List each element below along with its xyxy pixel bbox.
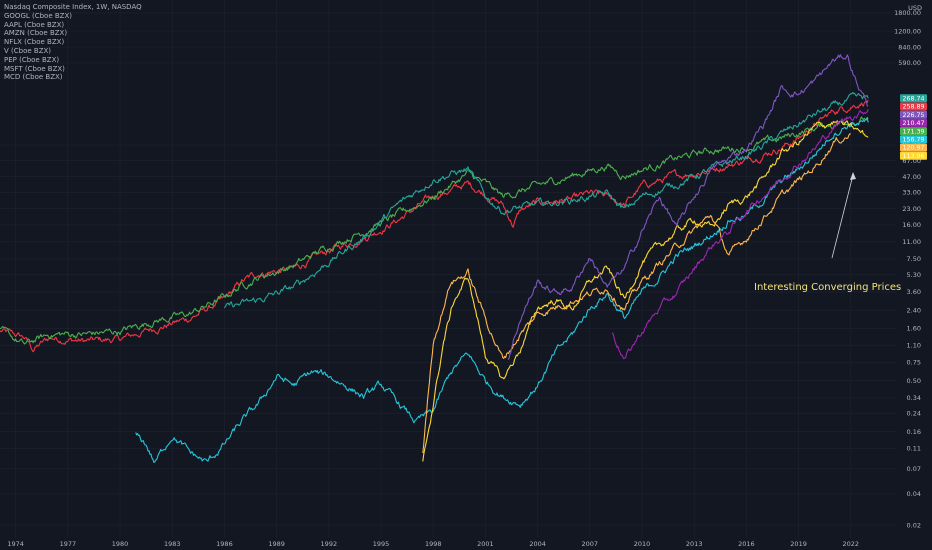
- y-tick-label: 47.00: [902, 173, 921, 181]
- legend-item: MCD (Cboe BZX): [4, 73, 63, 82]
- y-tick-label: 3.60: [907, 288, 921, 296]
- price-tag-bg: [900, 94, 927, 103]
- series-line: [0, 99, 869, 353]
- y-tick-label: 23.00: [902, 205, 921, 213]
- price-tag-bg: [900, 102, 927, 111]
- x-tick-label: 2013: [686, 540, 703, 548]
- price-tag-bg: [900, 151, 927, 160]
- chart-legend: Nasdaq Composite Index, 1W, NASDAQ GOOGL…: [4, 3, 142, 82]
- y-tick-label: 0.24: [907, 410, 921, 418]
- arrow-head: [850, 172, 856, 180]
- y-tick-label: 11.00: [902, 238, 921, 246]
- x-tick-label: 1983: [164, 540, 181, 548]
- legend-item: NFLX (Cboe BZX): [4, 38, 65, 47]
- legend-item: PEP (Cboe BZX): [4, 55, 60, 64]
- x-tick-label: 1992: [321, 540, 338, 548]
- y-tick-label: 7.50: [907, 255, 921, 263]
- x-tick-label: 1995: [373, 540, 390, 548]
- x-tick-label: 1977: [60, 540, 77, 548]
- annotation-arrow: [831, 172, 856, 259]
- price-tag-text: 113.06: [902, 153, 924, 160]
- series-line: [422, 120, 869, 462]
- x-tick-label: 2010: [634, 540, 651, 548]
- legend-item: MSFT (Cboe BZX): [4, 64, 65, 73]
- x-tick-label: 2016: [738, 540, 755, 548]
- y-tick-label: 0.16: [907, 428, 921, 436]
- x-axis-labels: 1974 1977 1980 1983 1986 1989 1992 1995 1998 2001…: [7, 540, 859, 548]
- series-line: [0, 116, 869, 345]
- price-tag-text: 210.47: [902, 120, 924, 127]
- x-tick-label: 1998: [425, 540, 442, 548]
- y-axis-labels: 1800.001200.00840.00590.0095.0067.0047.0…: [894, 9, 921, 529]
- legend-item: AMZN (Cboe BZX): [4, 29, 68, 38]
- y-tick-label: 33.00: [902, 189, 921, 197]
- y-tick-label: 0.04: [907, 490, 921, 498]
- y-tick-label: 67.00: [902, 157, 921, 165]
- y-tick-label: 2.40: [907, 306, 921, 314]
- y-tick-label: 0.75: [907, 359, 921, 367]
- legend-item: AAPL (Cboe BZX): [4, 20, 65, 29]
- y-tick-label: 1.60: [907, 325, 921, 333]
- price-tag-text: 268.74: [902, 96, 924, 103]
- y-tick-label: 1.10: [907, 341, 921, 349]
- legend-item: GOOGL (Cboe BZX): [4, 11, 72, 20]
- arrow-shaft: [831, 174, 854, 259]
- y-tick-label: 590.00: [898, 59, 921, 67]
- x-tick-label: 1989: [268, 540, 285, 548]
- price-tag-text: 156.79: [902, 137, 924, 144]
- price-tag-bg: [900, 118, 927, 127]
- y-tick-label: 0.11: [907, 445, 921, 453]
- price-tag-text: 171.39: [902, 128, 924, 135]
- price-tag-bg: [900, 110, 927, 119]
- x-tick-label: 2019: [790, 540, 807, 548]
- x-tick-label: 2001: [477, 540, 494, 548]
- y-tick-label: 0.02: [907, 521, 921, 529]
- x-tick-label: 1974: [7, 540, 24, 548]
- y-tick-label: 5.30: [907, 271, 921, 279]
- y-tick-label: 0.34: [907, 394, 921, 402]
- y-tick-label: 0.07: [907, 465, 921, 473]
- legend-item: V (Cboe BZX): [4, 46, 52, 55]
- y-tick-label: 16.00: [902, 221, 921, 229]
- y-tick-label: 1200.00: [894, 27, 921, 35]
- series-lines: [0, 54, 869, 463]
- annotation-text: Interesting Converging Prices: [754, 282, 902, 293]
- x-tick-label: 1980: [112, 540, 129, 548]
- price-tag-text: 120.97: [902, 145, 924, 152]
- currency-label: USD: [908, 4, 922, 12]
- series-line: [611, 109, 869, 360]
- price-tag-bg: [900, 135, 927, 144]
- x-tick-label: 2004: [529, 540, 546, 548]
- y-tick-label: 840.00: [898, 43, 921, 51]
- y-tick-label: 1800.00: [894, 9, 921, 17]
- legend-main: Nasdaq Composite Index, 1W, NASDAQ: [4, 3, 142, 11]
- price-tag-bg: [900, 127, 927, 136]
- x-tick-label: 2022: [842, 540, 859, 548]
- y-tick-label: 0.50: [907, 377, 921, 385]
- price-tag-text: 258.89: [902, 104, 924, 111]
- price-tag-bg: [900, 143, 927, 152]
- series-line: [223, 91, 869, 309]
- series-line: [422, 133, 851, 454]
- price-tag-text: 226.75: [902, 112, 924, 119]
- x-tick-label: 1986: [216, 540, 233, 548]
- series-line: [507, 54, 869, 360]
- x-tick-label: 2007: [582, 540, 599, 548]
